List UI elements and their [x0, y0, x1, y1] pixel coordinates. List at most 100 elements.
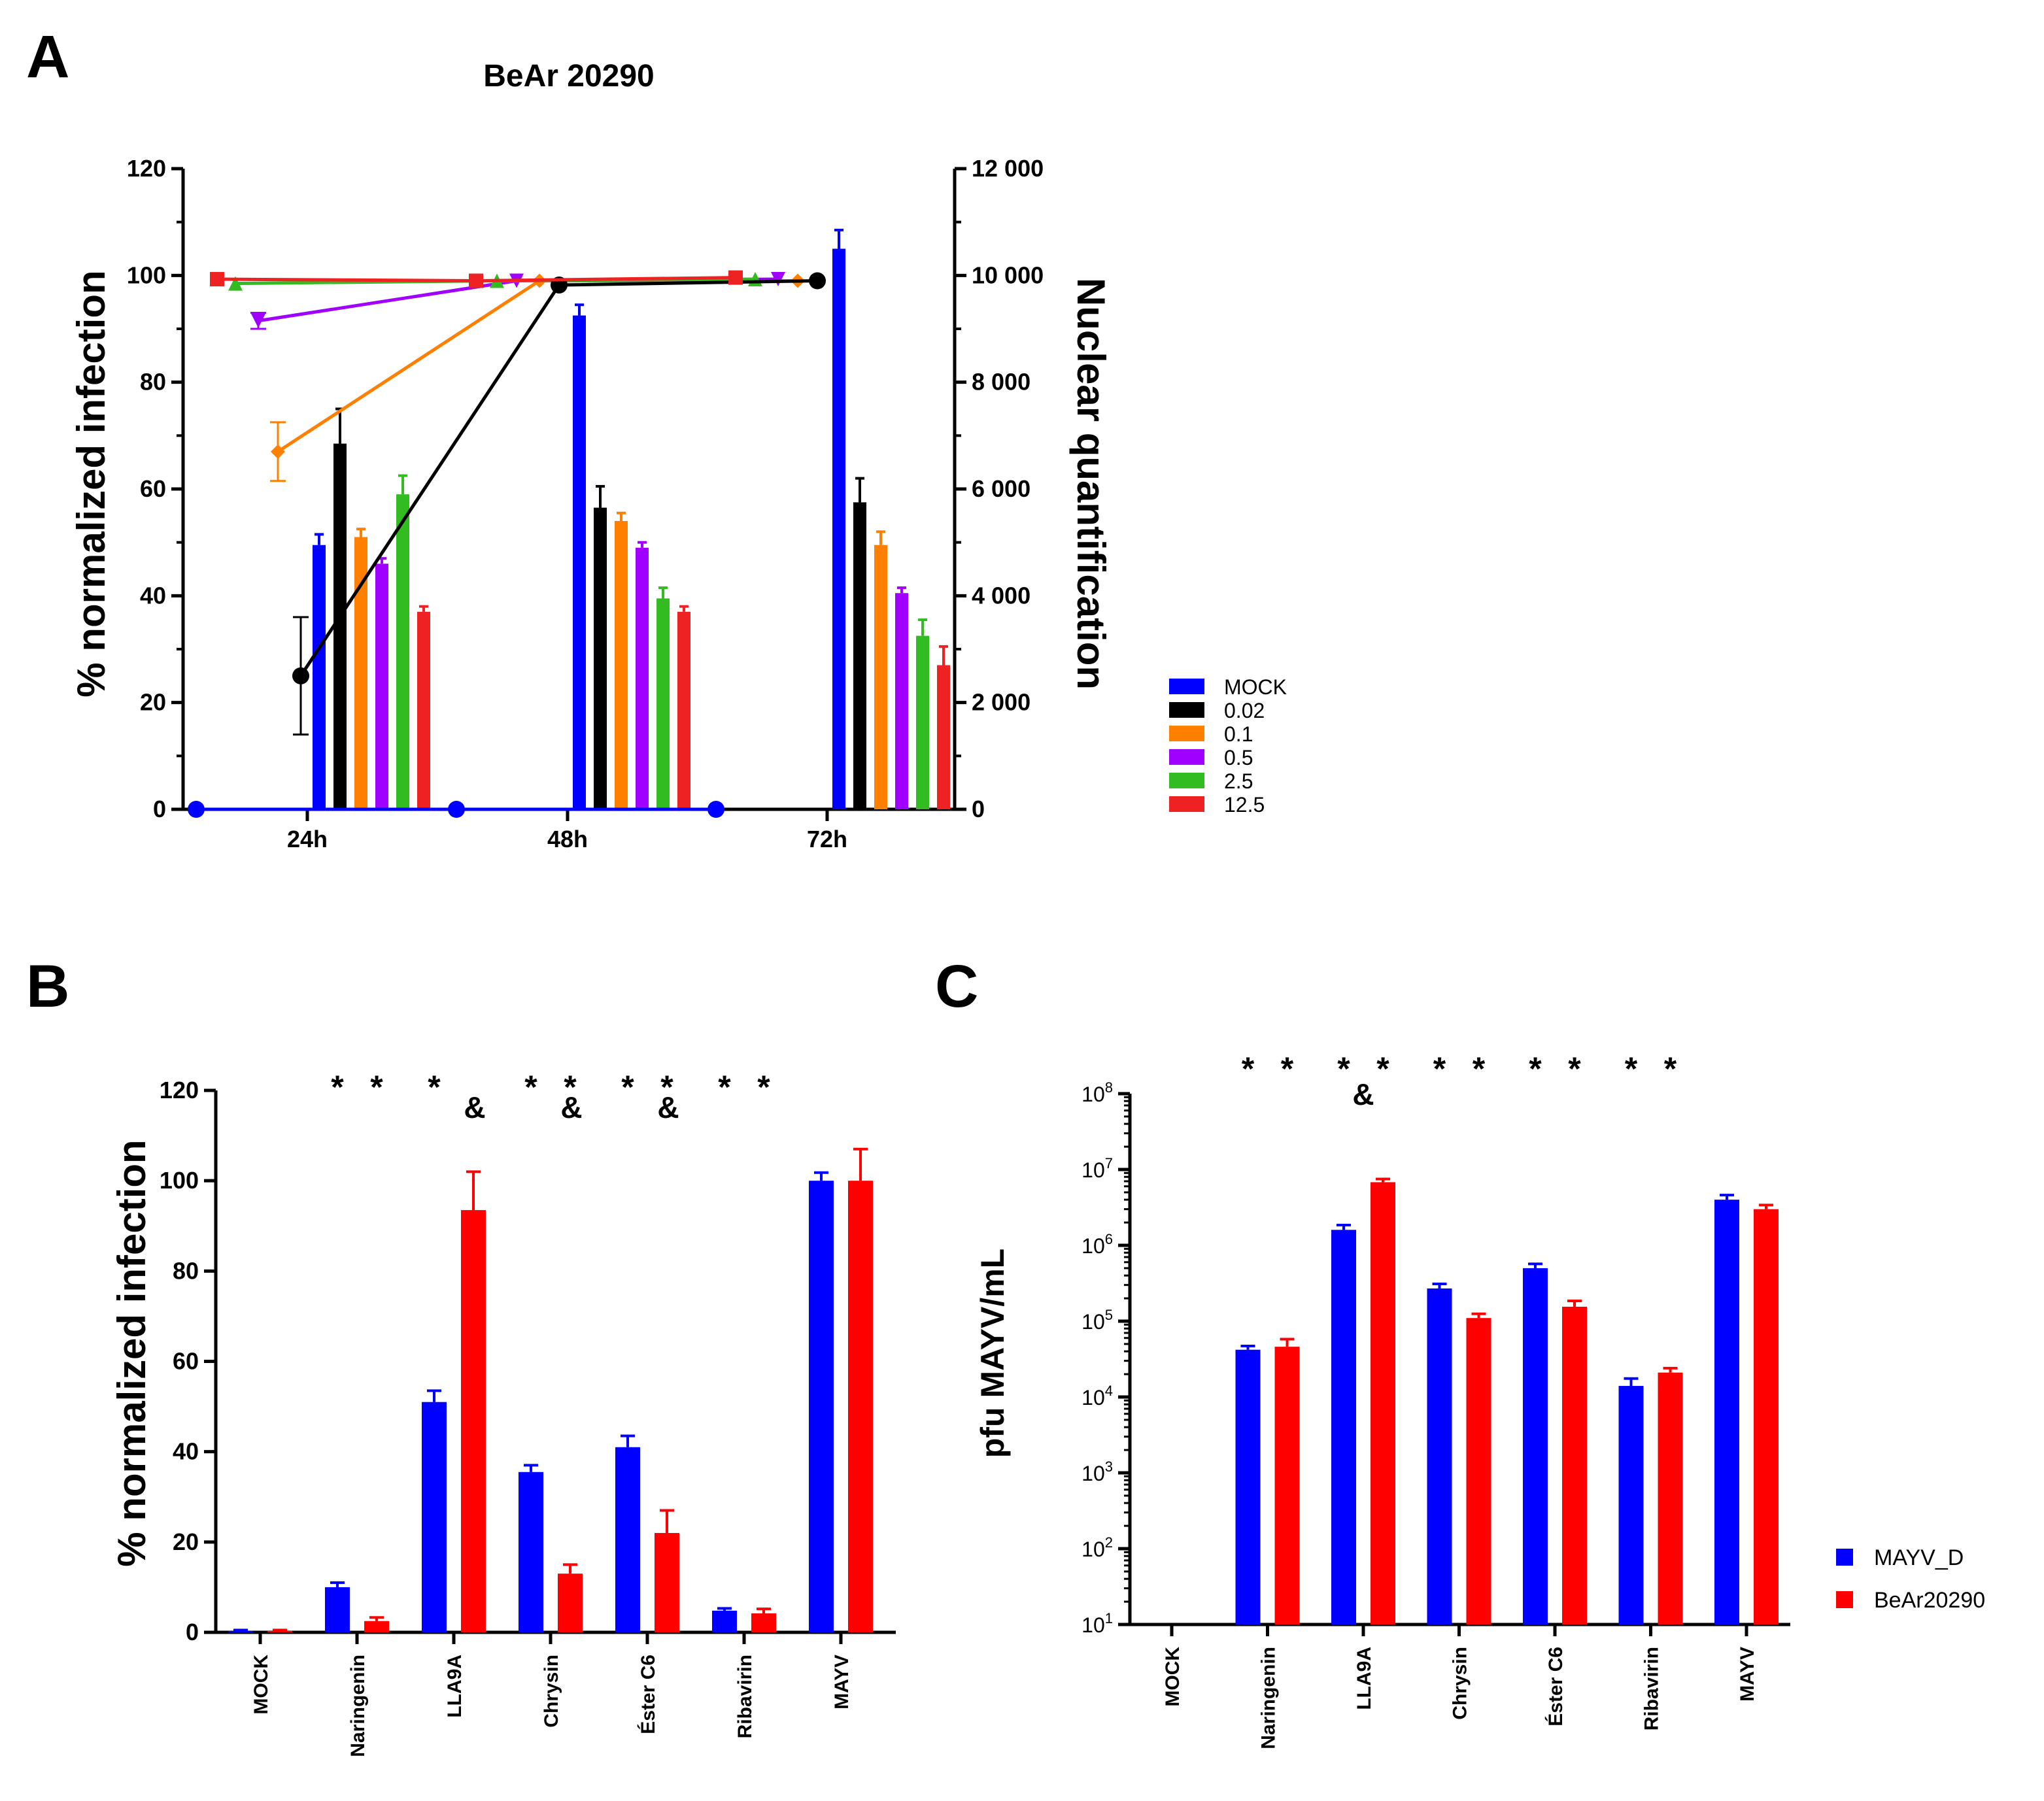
panel-a-bar-0-1-72h: [874, 545, 887, 809]
panel-c-x-tick-label-ster-c6: Éster C6: [1544, 1647, 1567, 1726]
panel-b-significance-star: *: [757, 1069, 770, 1105]
panel-a-bar-mock-24h: [313, 545, 326, 809]
panel-c-legend-label-bear20290: BeAr20290: [1874, 1588, 1985, 1613]
panel-c-bar-mayv-d-ster-c6: [1523, 1268, 1548, 1624]
panel-c-bar-mayv-d-lla9a: [1331, 1230, 1356, 1624]
panel-a-bar-0-02-48h: [594, 507, 607, 809]
panel-b-y-tick-label: 0: [186, 1619, 199, 1645]
panel-a-line-0-5: [258, 277, 779, 323]
panel-a-bar-12-5-72h: [937, 665, 950, 809]
panel-c-significance-star: *: [1281, 1051, 1294, 1087]
panel-a-title: BeAr 20290: [483, 59, 655, 93]
panel-a-y-axis-label: % normalized infection: [69, 270, 113, 697]
panel-c-significance-star: *: [1376, 1051, 1389, 1087]
panel-b-bar-bear20290-ster-c6: [655, 1533, 679, 1632]
panel-c-bar-mayv-d-ribavirin: [1618, 1386, 1644, 1624]
panel-a-point-2-5-24h: [228, 276, 243, 291]
panel-a-chart: BeAr 20290 % normalized infection Nuclea…: [69, 59, 1287, 852]
panel-c-bar-bear20290-ribavirin: [1658, 1372, 1683, 1624]
panel-a-bar-0-02-24h: [333, 443, 347, 809]
panel-b-x-tick-label-mayv: MAYV: [831, 1655, 853, 1709]
panel-b-significance-star: *: [660, 1069, 673, 1105]
panel-c-significance-star: *: [1337, 1051, 1350, 1087]
panel-a-point-0-02-24h: [292, 667, 309, 684]
panel-c-x-tick-label-naringenin: Naringenin: [1258, 1647, 1280, 1749]
panel-a-point-12-5-24h: [210, 272, 224, 287]
panel-b-y-tick-label: 20: [173, 1528, 199, 1555]
panel-a-y-tick-label: 120: [127, 155, 166, 182]
panel-a-bar-0-5-48h: [636, 547, 649, 809]
panel-b-x-tick-label-mock: MOCK: [250, 1655, 272, 1715]
panel-c-y-tick-label: 108: [1082, 1079, 1113, 1106]
panel-c-significance-star: *: [1433, 1051, 1446, 1087]
panel-b-x-tick-label-chrysin: Chrysin: [541, 1655, 562, 1728]
panel-a-point-0-5-72h: [771, 272, 785, 287]
panel-a-bar-2-5-48h: [656, 598, 670, 809]
panel-a-y2-tick-label: 6 000: [972, 475, 1031, 502]
panel-a-legend-swatch-12-5: [1169, 796, 1204, 812]
panel-c-y-tick-label: 107: [1082, 1155, 1113, 1182]
panel-c-y-tick-label: 101: [1082, 1610, 1113, 1637]
panel-a-point-12-5-72h: [728, 270, 743, 285]
panel-a-bar-12-5-24h: [417, 611, 430, 809]
panel-a-y2-tick-label: 2 000: [972, 689, 1031, 716]
panel-a-y-tick-label: 0: [153, 796, 166, 822]
panel-b-significance-star: *: [524, 1069, 537, 1105]
panel-c-significance-ampersand: &: [1352, 1077, 1374, 1111]
panel-b-y-tick-label: 100: [160, 1167, 199, 1194]
panel-a-bar-0-02-72h: [853, 502, 866, 809]
panel-c-legend-label-mayv-d: MAYV_D: [1874, 1545, 1964, 1570]
panel-b-significance-star: *: [428, 1069, 441, 1105]
panel-a-y2-tick-label: 0: [972, 796, 985, 822]
panel-c-significance-star: *: [1473, 1051, 1486, 1087]
panel-a-bar-0-5-72h: [895, 593, 908, 809]
panel-b-bar-mayv-d-chrysin: [519, 1472, 543, 1632]
panel-b-significance-ampersand: &: [464, 1090, 485, 1124]
panel-c-x-tick-label-chrysin: Chrysin: [1450, 1647, 1471, 1720]
panel-a-bar-0-1-24h: [354, 537, 367, 809]
panel-c-x-tick-label-ribavirin: Ribavirin: [1641, 1647, 1663, 1730]
panel-c-y-tick-label: 102: [1082, 1534, 1113, 1561]
panel-c-significance-star: *: [1625, 1051, 1638, 1087]
panel-a-bar-mock-72h: [832, 248, 845, 809]
panel-b-bar-mayv-d-naringenin: [325, 1587, 350, 1632]
panel-b-bar-bear20290-lla9a: [461, 1210, 486, 1632]
panel-a-legend-swatch-0-02: [1169, 702, 1204, 718]
panel-a-legend-label-0-02: 0.02: [1224, 699, 1265, 722]
panel-a-point-mock-48h: [448, 801, 465, 818]
panel-b-y-tick-label: 80: [173, 1257, 199, 1284]
panel-c-legend-swatch-bear20290: [1836, 1591, 1853, 1608]
panel-b-bar-bear20290-naringenin: [364, 1621, 389, 1632]
panel-b-bar-mayv-d-mayv: [809, 1181, 834, 1632]
panel-b-significance-star: *: [564, 1069, 577, 1105]
panel-c-chart: pfu MAYV/mL 101 102 103 104 105 106 107 108 MOCK…: [974, 1051, 1985, 1749]
panel-a-x-tick-label: 24h: [287, 826, 328, 852]
panel-a-legend-label-2-5: 2.5: [1224, 769, 1253, 793]
panel-c-significance-star: *: [1568, 1051, 1581, 1087]
panel-a-y-tick-label: 100: [127, 261, 166, 288]
panel-b-bar-mayv-d-ster-c6: [615, 1447, 640, 1632]
panel-a-y-tick-label: 80: [140, 369, 166, 396]
panel-b-y-tick-label: 120: [160, 1077, 199, 1103]
panel-b-bar-bear20290-mayv: [848, 1181, 873, 1632]
panel-b-significance-ampersand: &: [657, 1090, 679, 1124]
panel-c-legend-swatch-mayv-d: [1836, 1549, 1853, 1566]
panel-a-point-mock-72h: [707, 801, 724, 818]
panel-a-bar-0-5-24h: [375, 564, 388, 809]
panel-b-x-tick-label-ribavirin: Ribavirin: [734, 1655, 756, 1738]
panel-c-y-tick-label: 105: [1082, 1307, 1113, 1334]
panel-a-point-0-5-24h: [251, 313, 265, 328]
panel-b-x-tick-label-ster-c6: Éster C6: [637, 1655, 659, 1734]
panel-b-chart: % normalized infection 0 20 40 60 80 100 120 MO…: [110, 1069, 896, 1757]
panel-a-bar-12-5-48h: [677, 611, 690, 809]
panel-a-y-tick-label: 40: [140, 582, 166, 609]
panel-b-significance-ampersand: &: [560, 1090, 582, 1124]
panel-a-y-tick-label: 60: [140, 475, 166, 502]
panel-b-x-tick-label-naringenin: Naringenin: [347, 1655, 369, 1757]
panel-c-bar-bear20290-ster-c6: [1562, 1306, 1587, 1624]
panel-b-y-axis-label: % normalized infection: [110, 1139, 154, 1566]
panel-c-bar-mayv-d-naringenin: [1235, 1349, 1261, 1624]
panel-a-legend-swatch-0-5: [1169, 749, 1204, 765]
panel-a-legend-swatch-0-1: [1169, 726, 1204, 741]
